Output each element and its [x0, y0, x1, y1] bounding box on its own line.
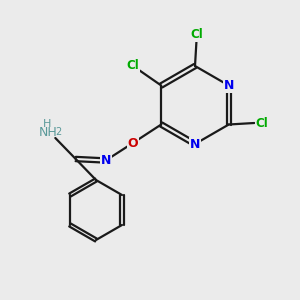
- Text: Cl: Cl: [255, 116, 268, 130]
- Text: N: N: [224, 79, 234, 92]
- Text: Cl: Cl: [190, 28, 203, 41]
- Text: Cl: Cl: [126, 59, 139, 73]
- Text: NH: NH: [38, 126, 57, 139]
- Text: O: O: [128, 136, 138, 150]
- Text: N: N: [100, 154, 111, 167]
- Text: H: H: [43, 118, 51, 129]
- Text: N: N: [190, 137, 200, 151]
- Text: 2: 2: [55, 127, 61, 136]
